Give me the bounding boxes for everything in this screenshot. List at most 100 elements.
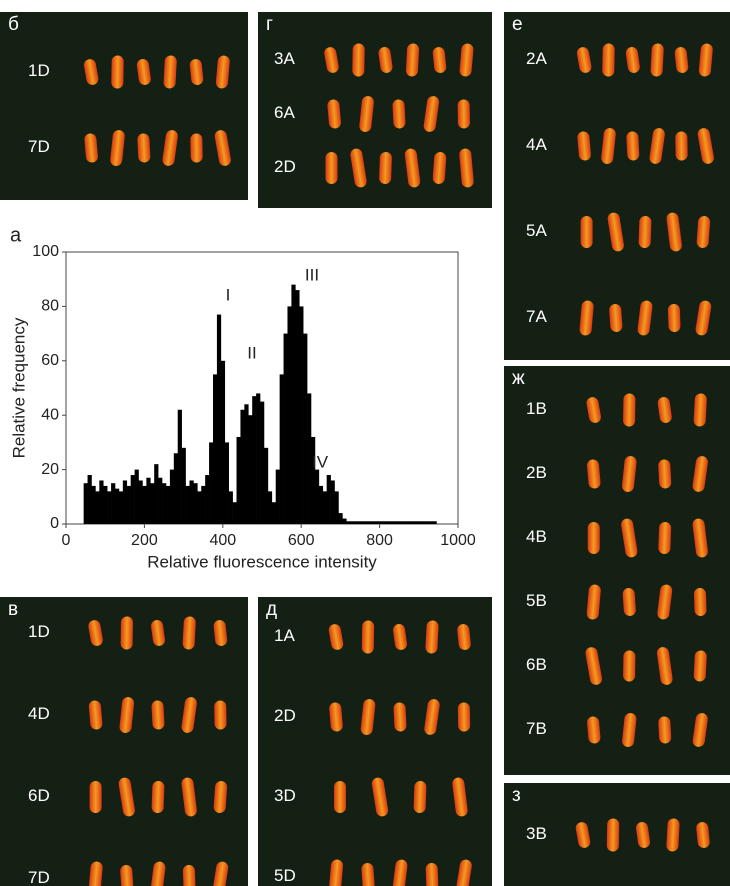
bar	[373, 521, 378, 524]
bar	[236, 436, 241, 524]
chromosome	[696, 216, 711, 248]
bar	[244, 404, 249, 524]
chromosome	[328, 859, 344, 886]
chromosome	[359, 96, 374, 132]
chromosome	[586, 397, 601, 423]
bar	[201, 485, 206, 524]
chromosome	[586, 584, 601, 620]
chromosome	[111, 55, 124, 89]
chromosome	[404, 148, 421, 188]
chromosome	[580, 216, 593, 248]
bar	[173, 453, 179, 524]
chromosome	[189, 59, 204, 85]
bar	[189, 480, 194, 524]
chromosome	[587, 716, 601, 744]
chromosome	[658, 522, 672, 554]
image-panel: ж 1B 2B 4B 5B 6B 7B	[504, 366, 730, 775]
chromosome	[693, 588, 707, 616]
panel-label: д	[266, 599, 278, 620]
chromosome	[424, 699, 440, 735]
bar	[330, 480, 335, 524]
bar	[138, 480, 143, 524]
chromosomes	[324, 43, 474, 188]
bar	[111, 483, 116, 524]
bar	[385, 521, 390, 524]
bar	[134, 469, 139, 524]
bar	[177, 409, 182, 524]
chromosome	[212, 861, 229, 886]
chromosome	[214, 130, 231, 166]
chromosome	[693, 650, 707, 682]
y-tick-label: 0	[50, 515, 59, 532]
bar	[346, 521, 351, 524]
bar	[126, 485, 131, 524]
chromosome	[650, 43, 664, 77]
chromosome	[657, 584, 673, 620]
bar	[299, 306, 304, 524]
bar	[146, 477, 151, 524]
bar	[361, 521, 367, 524]
chromosome	[378, 47, 393, 73]
chromosome	[456, 859, 472, 886]
image-panel: з 3B	[504, 783, 730, 886]
bar	[232, 502, 237, 524]
bar	[83, 483, 88, 524]
row-label: 1B	[526, 399, 547, 418]
x-tick-label: 800	[366, 532, 393, 549]
bar	[303, 333, 308, 524]
y-tick-label: 40	[41, 406, 59, 423]
x-axis-title: Relative fluorescence intensity	[147, 552, 377, 571]
chromosome	[327, 99, 341, 129]
bar	[220, 360, 226, 524]
y-tick-label: 100	[32, 243, 59, 260]
row-label: 1D	[28, 622, 50, 641]
x-tick-label: 600	[288, 532, 315, 549]
x-tick-label: 400	[209, 532, 236, 549]
bar	[350, 521, 355, 524]
row-label: 2D	[274, 706, 296, 725]
row-label: 4D	[28, 704, 50, 723]
row-label: 2B	[526, 463, 547, 482]
bar	[99, 480, 104, 524]
row-label: 5D	[274, 866, 296, 885]
chromosome	[328, 624, 344, 650]
panel-label: a	[10, 224, 22, 246]
chromosome	[352, 43, 365, 77]
chromosome	[110, 130, 125, 166]
y-axis-title: Relative frequency	[9, 317, 28, 458]
bar	[397, 521, 402, 524]
y-tick-label: 60	[41, 352, 59, 369]
image-panel: б 1D 7D	[0, 12, 248, 200]
row-label: 3A	[274, 49, 295, 68]
chromosome	[324, 47, 339, 73]
chromosome	[334, 781, 346, 813]
bar	[165, 485, 171, 524]
bar	[377, 521, 382, 524]
bar	[209, 442, 214, 524]
chromosome	[626, 131, 640, 161]
row-label: 6A	[274, 103, 295, 122]
chromosome	[697, 128, 714, 164]
bar	[381, 521, 386, 524]
bar	[122, 480, 128, 524]
chromosome	[658, 716, 672, 744]
chromosome	[457, 702, 471, 732]
chromosome	[137, 133, 151, 163]
bar	[267, 491, 273, 524]
bar	[318, 485, 324, 524]
bar	[205, 475, 210, 524]
chromosome	[120, 616, 133, 650]
chromosome	[392, 859, 408, 886]
chromosomes	[328, 620, 472, 886]
bar	[228, 491, 233, 524]
chromosome	[392, 99, 406, 129]
bar	[118, 491, 124, 524]
bar	[185, 485, 190, 524]
panel-label: ж	[512, 368, 525, 389]
chromosome	[666, 818, 680, 852]
row-label: 6B	[526, 655, 547, 674]
panel-label: е	[512, 14, 523, 35]
chromosome	[609, 304, 623, 332]
row-label: 7D	[28, 868, 50, 886]
row-label: 3B	[526, 824, 547, 843]
